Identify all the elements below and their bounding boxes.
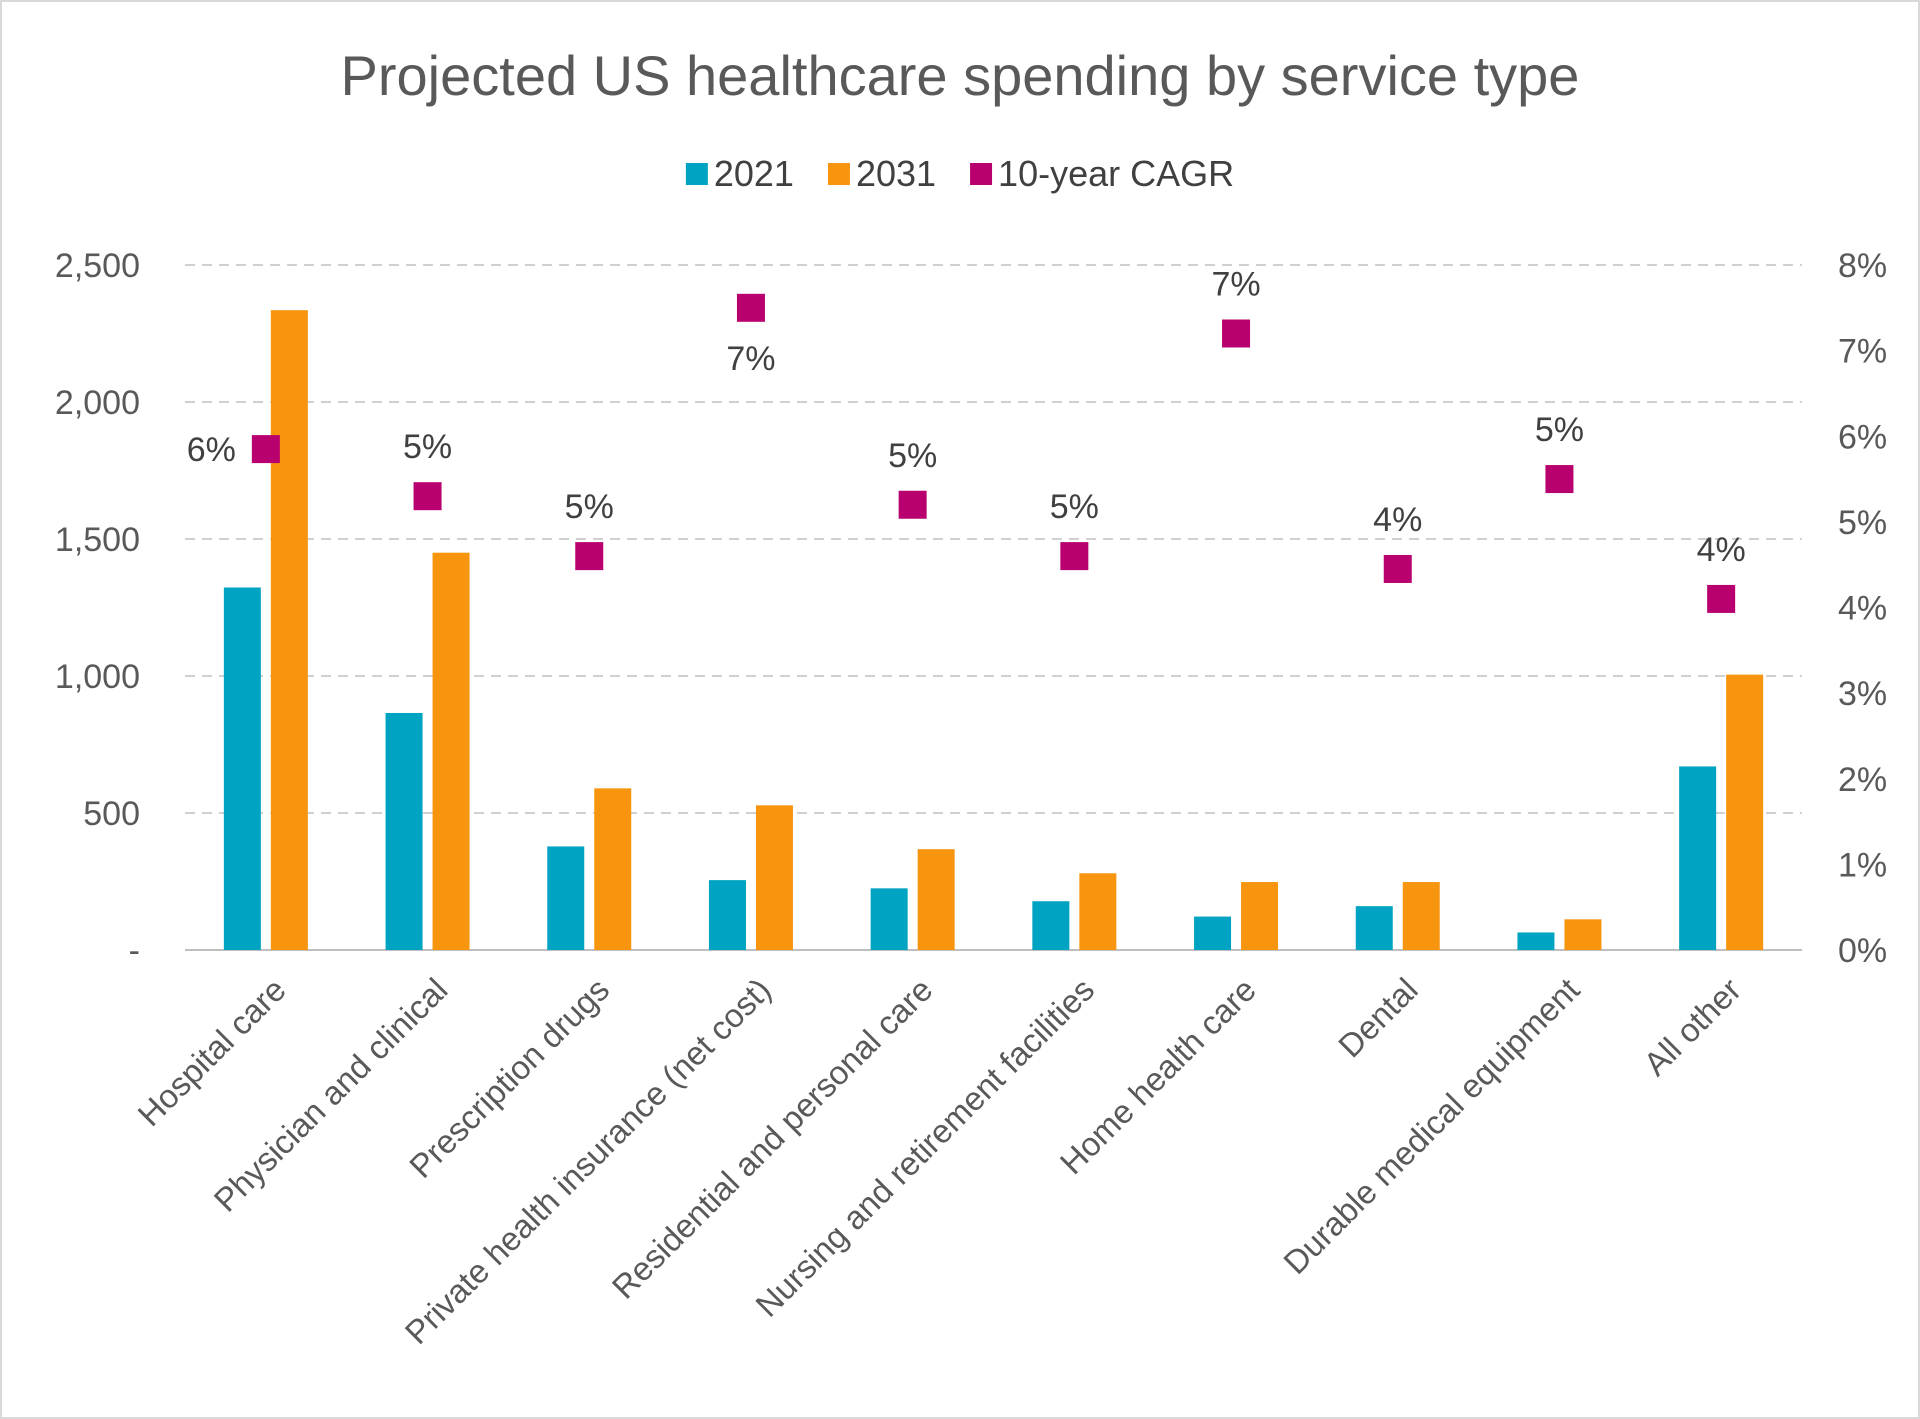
bar-2021: [1194, 916, 1232, 950]
category-label: All other: [1636, 971, 1748, 1083]
category-label: Private health insurance (net cost): [398, 971, 778, 1351]
left-tick-label: 2,500: [55, 247, 140, 285]
cagr-data-label: 5%: [888, 437, 937, 475]
right-tick-label: 1%: [1838, 846, 1887, 884]
left-tick-label: -: [129, 932, 140, 970]
cagr-data-label: 4%: [1373, 501, 1422, 539]
cagr-marker: [251, 435, 280, 464]
cagr-marker: [1545, 465, 1574, 494]
category-label: Durable medical equipment: [1276, 971, 1586, 1281]
left-tick-label: 500: [83, 795, 140, 833]
left-tick-label: 1,000: [55, 658, 140, 696]
cagr-data-label: 5%: [403, 428, 452, 466]
bar-2021: [1032, 901, 1070, 950]
bar-2031: [1564, 919, 1602, 950]
bar-2031: [432, 552, 470, 950]
legend-label: 10-year CAGR: [998, 153, 1234, 194]
cagr-marker: [1222, 319, 1251, 348]
left-y-axis: - 500 1,000 1,500 2,000 2,500: [55, 247, 140, 970]
right-tick-label: 6%: [1838, 418, 1887, 456]
bar-2021: [870, 888, 908, 950]
right-y-axis: 0% 1% 2% 3% 4% 5% 6% 7% 8%: [1838, 247, 1887, 970]
cagr-marker: [575, 542, 604, 571]
right-tick-label: 7%: [1838, 333, 1887, 371]
category-label: Dental: [1331, 971, 1425, 1065]
legend-label: 2031: [856, 153, 936, 194]
bar-2031: [1726, 674, 1764, 950]
bar-2021: [1517, 932, 1555, 950]
bar-2031: [755, 805, 793, 950]
right-tick-label: 0%: [1838, 932, 1887, 970]
legend-swatch: [827, 163, 850, 185]
cagr-data-label: 5%: [1050, 488, 1099, 526]
cagr-points: 6% 5% 5% 7% 5% 5% 7% 4% 5% 4%: [187, 266, 1746, 613]
category-label: Hospital care: [130, 971, 292, 1133]
right-tick-label: 8%: [1838, 247, 1887, 285]
cagr-data-label: 7%: [1211, 266, 1260, 304]
legend-item: 2031: [827, 153, 936, 194]
bar-2021: [1355, 906, 1393, 950]
cagr-marker: [736, 293, 765, 322]
bars: [223, 310, 1764, 951]
legend-swatch: [970, 163, 993, 185]
right-tick-label: 3%: [1838, 675, 1887, 713]
bar-2021: [708, 880, 746, 950]
legend-item: 2021: [685, 153, 794, 194]
legend-swatch: [685, 163, 708, 185]
cagr-data-label: 6%: [187, 431, 236, 469]
bar-2031: [594, 788, 632, 950]
bar-2021: [385, 712, 423, 950]
left-tick-label: 1,500: [55, 521, 140, 559]
chart-title: Projected US healthcare spending by serv…: [341, 44, 1580, 107]
cagr-marker: [413, 482, 442, 511]
cagr-data-label: 5%: [1535, 411, 1584, 449]
category-label: Residential and personal care: [605, 971, 940, 1306]
cagr-data-label: 7%: [726, 340, 775, 378]
cagr-marker: [1383, 554, 1412, 583]
cagr-data-label: 4%: [1697, 531, 1746, 569]
legend-label: 2021: [714, 153, 794, 194]
right-tick-label: 5%: [1838, 504, 1887, 542]
category-label: Nursing and retirement facilities: [748, 971, 1101, 1324]
bar-2031: [1079, 873, 1117, 950]
legend: 2021 2031 10-year CAGR: [685, 153, 1234, 194]
right-tick-label: 4%: [1838, 590, 1887, 628]
bar-2021: [1679, 766, 1717, 950]
bar-2021: [547, 846, 585, 950]
bar-2031: [270, 310, 308, 951]
cagr-data-label: 5%: [565, 488, 614, 526]
cagr-marker: [1707, 584, 1736, 613]
bar-2031: [1241, 882, 1279, 950]
left-tick-label: 2,000: [55, 384, 140, 422]
bar-2021: [223, 587, 261, 950]
cagr-marker: [1060, 542, 1089, 571]
legend-item: 10-year CAGR: [970, 153, 1234, 194]
bar-2031: [1402, 882, 1440, 950]
bar-2031: [917, 849, 955, 950]
gridlines: [185, 264, 1802, 951]
cagr-marker: [898, 490, 927, 519]
right-tick-label: 2%: [1838, 761, 1887, 799]
